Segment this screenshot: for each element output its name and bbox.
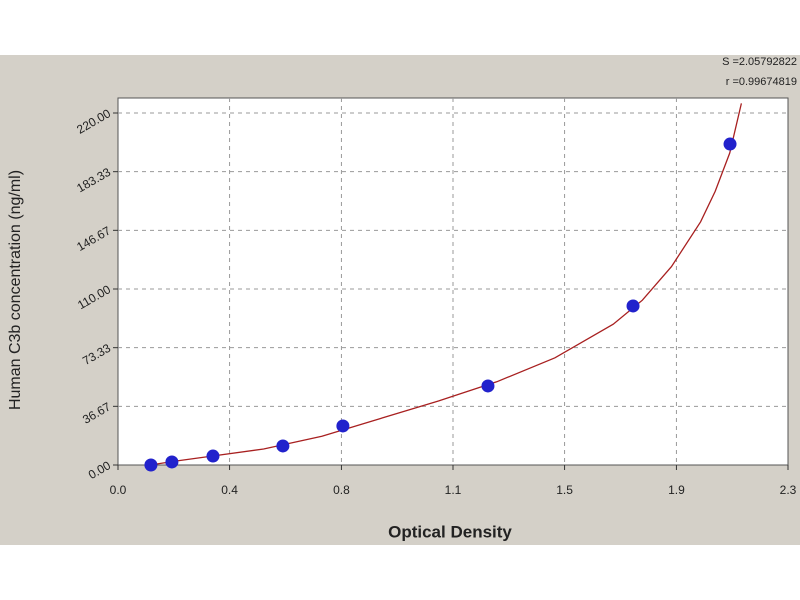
x-tick-label: 2.3 — [780, 483, 797, 497]
x-tick-label: 1.5 — [556, 483, 573, 497]
data-point — [723, 137, 737, 151]
annotation: S =2.05792822 — [722, 56, 797, 68]
data-point — [336, 419, 350, 433]
data-point — [626, 299, 640, 313]
annotation: r =0.99674819 — [726, 76, 797, 88]
fit-curve — [149, 103, 743, 466]
data-point — [276, 439, 290, 453]
x-axis-label: Optical Density — [388, 522, 512, 541]
x-tick-label: 1.1 — [445, 483, 462, 497]
y-axis-label: Human C3b concentration (ng/ml) — [7, 170, 24, 410]
x-tick-label: 0.0 — [110, 483, 127, 497]
data-point — [165, 455, 179, 469]
data-point — [481, 379, 495, 393]
x-tick-label: 1.9 — [668, 483, 685, 497]
x-tick-label: 0.8 — [333, 483, 350, 497]
data-point — [206, 449, 220, 463]
x-tick-label: 0.4 — [221, 483, 238, 497]
plot-area — [117, 97, 789, 466]
data-point — [144, 458, 158, 472]
